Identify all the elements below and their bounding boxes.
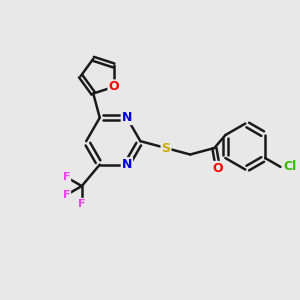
Text: N: N — [122, 111, 132, 124]
Text: F: F — [78, 199, 85, 209]
Text: O: O — [108, 80, 119, 93]
Text: F: F — [63, 190, 70, 200]
Text: N: N — [122, 158, 132, 171]
Text: S: S — [161, 142, 170, 154]
Text: O: O — [213, 162, 223, 175]
Text: F: F — [63, 172, 70, 182]
Text: Cl: Cl — [284, 160, 297, 173]
